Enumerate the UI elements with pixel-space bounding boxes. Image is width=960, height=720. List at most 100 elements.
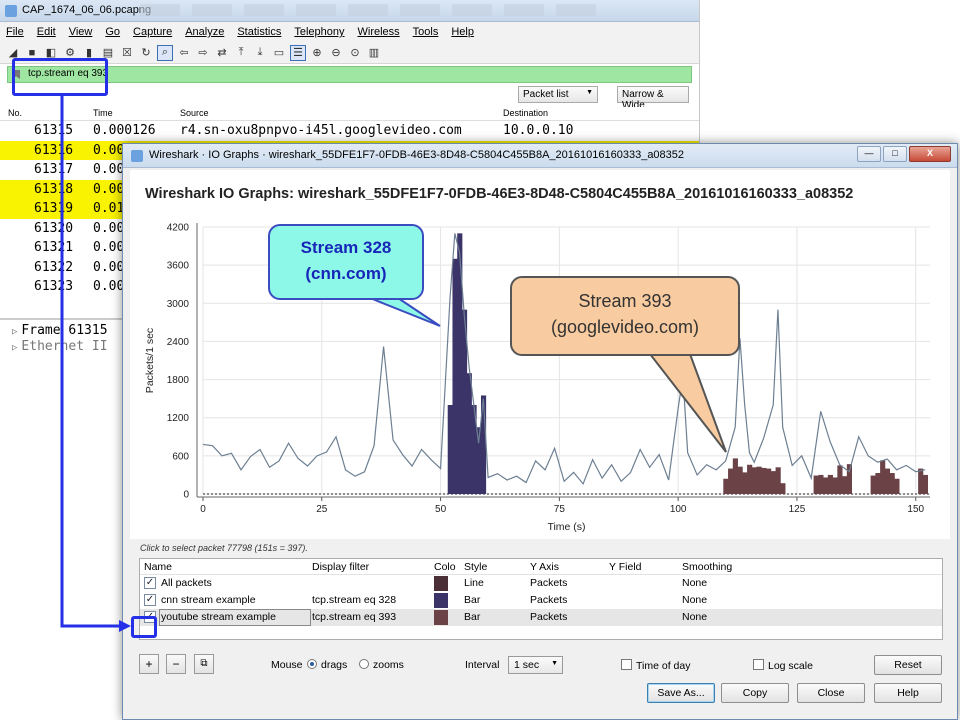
- first-packet-icon[interactable]: ⤒: [238, 46, 244, 58]
- expand-arrow-icon[interactable]: ▷: [12, 343, 18, 352]
- header-y-axis[interactable]: Y Axis: [530, 561, 559, 573]
- colorize-icon[interactable]: ☰: [290, 44, 306, 61]
- remove-graph-button[interactable]: −: [166, 654, 186, 674]
- go-back-icon[interactable]: ⇦: [179, 47, 189, 59]
- capture-options-icon[interactable]: ⚙: [65, 47, 75, 59]
- graph-cell-smoothing: None: [682, 594, 708, 606]
- graph-row[interactable]: ✓ youtube stream example tcp.stream eq 393…: [140, 609, 942, 626]
- copy-graph-button[interactable]: ⧉: [194, 654, 214, 674]
- header-smoothing[interactable]: Smoothing: [682, 561, 733, 573]
- go-forward-icon[interactable]: ⇨: [198, 47, 208, 59]
- close-file-icon[interactable]: ☒: [122, 47, 132, 59]
- menu-statistics[interactable]: Statistics: [237, 26, 282, 38]
- narrow-wide-button[interactable]: Narrow & Wide: [617, 86, 689, 111]
- find-packet-icon[interactable]: ⌕: [157, 44, 173, 61]
- graph-row[interactable]: ✓ cnn stream example tcp.stream eq 328 Bar P…: [140, 592, 942, 609]
- name-edit-box[interactable]: [159, 609, 311, 626]
- bookmark-icon[interactable]: [12, 70, 20, 79]
- reload-icon[interactable]: ↻: [141, 47, 151, 59]
- save-file-icon[interactable]: ▤: [102, 47, 114, 59]
- log-scale-checkbox[interactable]: Log scale: [753, 659, 813, 672]
- time-of-day-checkbox[interactable]: Time of day: [621, 659, 690, 672]
- bar-youtube: [761, 467, 767, 494]
- y-axis-label: Packets/1 sec: [144, 328, 156, 393]
- menu-wireless[interactable]: Wireless: [357, 26, 400, 38]
- expand-arrow-icon[interactable]: ▷: [12, 327, 18, 337]
- header-y-field[interactable]: Y Field: [609, 561, 642, 573]
- graph-enabled-checkbox[interactable]: ✓: [144, 577, 156, 589]
- menu-help[interactable]: Help: [451, 26, 474, 38]
- header-style[interactable]: Style: [464, 561, 488, 573]
- zoom-out-icon[interactable]: ⊖: [331, 47, 341, 59]
- mouse-zooms-radio[interactable]: zooms: [359, 659, 404, 671]
- bar-cnn: [447, 405, 453, 494]
- menu-view[interactable]: View: [68, 26, 93, 38]
- graph-row[interactable]: ✓ All packets Line Packets None: [140, 575, 942, 592]
- packet-cell-time: 0.00: [93, 181, 125, 197]
- checkbox-icon[interactable]: [621, 659, 632, 670]
- help-button[interactable]: Help: [874, 683, 942, 703]
- checkbox-icon[interactable]: [753, 659, 764, 670]
- graph-enabled-checkbox[interactable]: ✓: [144, 594, 156, 606]
- x-axis-label: Time (s): [547, 521, 585, 533]
- maximize-button[interactable]: □: [883, 146, 907, 162]
- last-packet-icon[interactable]: ⤓: [257, 46, 263, 58]
- col-source[interactable]: Source: [180, 108, 209, 118]
- close-window-button[interactable]: X: [909, 146, 951, 162]
- menu-telephony[interactable]: Telephony: [294, 26, 345, 38]
- graph-color-swatch[interactable]: [434, 593, 448, 608]
- packet-cell-source: r4.sn-oxu8pnpvo-i45l.googlevideo.com: [180, 123, 462, 138]
- bar-youtube: [918, 468, 924, 494]
- packet-list-header: No. Time Source Destination: [0, 107, 699, 121]
- resize-columns-icon[interactable]: ▥: [368, 47, 380, 59]
- io-graphs-title-bar: Wireshark · IO Graphs · wireshark_55DFE1…: [123, 144, 957, 168]
- bar-cnn: [476, 427, 482, 494]
- col-no[interactable]: No.: [8, 108, 23, 118]
- minimize-button[interactable]: —: [857, 146, 881, 162]
- menu-tools[interactable]: Tools: [412, 26, 439, 38]
- reset-button[interactable]: Reset: [874, 655, 942, 675]
- header-display-filter[interactable]: Display filter: [312, 561, 370, 573]
- graph-color-swatch[interactable]: [434, 610, 448, 625]
- save-as-button[interactable]: Save As...: [647, 683, 715, 703]
- close-button[interactable]: Close: [797, 683, 865, 703]
- bar-cnn: [461, 309, 468, 494]
- menu-edit[interactable]: Edit: [36, 26, 56, 38]
- start-capture-icon[interactable]: ◢: [8, 47, 18, 59]
- menu-go[interactable]: Go: [105, 26, 121, 38]
- packet-cell-no: 61323: [34, 279, 74, 294]
- copy-button[interactable]: Copy: [721, 683, 789, 703]
- graph-cell-yaxis: Packets: [530, 611, 568, 623]
- stop-capture-icon[interactable]: ■: [28, 46, 36, 59]
- col-time[interactable]: Time: [93, 108, 113, 118]
- graph-color-swatch[interactable]: [434, 576, 448, 591]
- menu-analyze[interactable]: Analyze: [185, 26, 225, 38]
- bar-youtube: [742, 472, 748, 494]
- radio-icon[interactable]: [359, 659, 369, 669]
- x-tick-label: 75: [554, 504, 566, 515]
- go-to-packet-icon[interactable]: ⇄: [217, 47, 227, 59]
- zoom-in-icon[interactable]: ⊕: [312, 47, 322, 59]
- bar-cnn: [457, 233, 463, 494]
- col-destination[interactable]: Destination: [503, 108, 549, 118]
- packet-cell-no: 61322: [34, 259, 74, 275]
- header-name[interactable]: Name: [144, 561, 173, 573]
- add-graph-button[interactable]: +: [139, 654, 159, 674]
- graph-cell-yaxis: Packets: [530, 594, 568, 606]
- mouse-drags-radio[interactable]: drags: [307, 659, 347, 671]
- autoscroll-icon[interactable]: ▭: [273, 47, 285, 59]
- x-tick-label: 100: [670, 504, 687, 515]
- packet-row[interactable]: 61315 0.000126 r4.sn-oxu8pnpvo-i45l.google…: [0, 121, 699, 141]
- display-filter-bar[interactable]: tcp.stream eq 393: [7, 66, 692, 83]
- y-tick-label: 1200: [167, 413, 190, 424]
- restart-capture-icon[interactable]: ◧: [45, 47, 57, 59]
- header-color[interactable]: Colo: [434, 561, 456, 573]
- packet-list-dropdown[interactable]: Packet list ▼: [518, 86, 598, 103]
- interval-select[interactable]: 1 sec: [508, 656, 563, 674]
- normal-size-icon[interactable]: ⊙: [350, 47, 360, 59]
- menu-capture[interactable]: Capture: [133, 26, 173, 38]
- bar-youtube: [875, 473, 881, 494]
- open-file-icon[interactable]: ▮: [85, 47, 93, 59]
- menu-file[interactable]: File: [6, 26, 24, 38]
- radio-selected-icon[interactable]: [307, 659, 317, 669]
